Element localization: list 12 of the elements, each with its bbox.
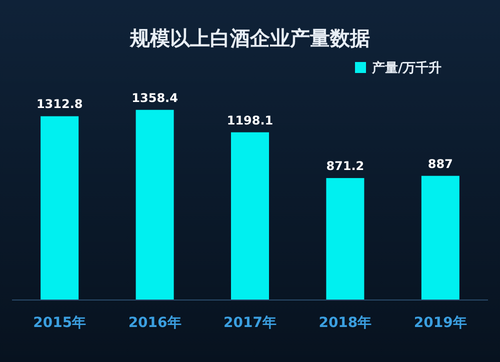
data-label: 887 (428, 156, 453, 171)
x-tick-label: 2016年 (128, 315, 182, 331)
x-tick-label: 2015年 (33, 315, 86, 331)
data-label: 871.2 (326, 159, 364, 174)
data-label: 1358.4 (132, 90, 178, 105)
legend-label: 产量/万千升 (371, 60, 442, 76)
x-tick-label: 2019年 (414, 315, 467, 331)
x-tick-label: 2017年 (224, 315, 276, 331)
chart-title: 规模以上白酒企业产量数据 (129, 26, 370, 50)
x-tick-label: 2018年 (318, 315, 372, 331)
data-label: 1198.1 (226, 113, 274, 128)
data-label: 1312.8 (36, 97, 83, 112)
